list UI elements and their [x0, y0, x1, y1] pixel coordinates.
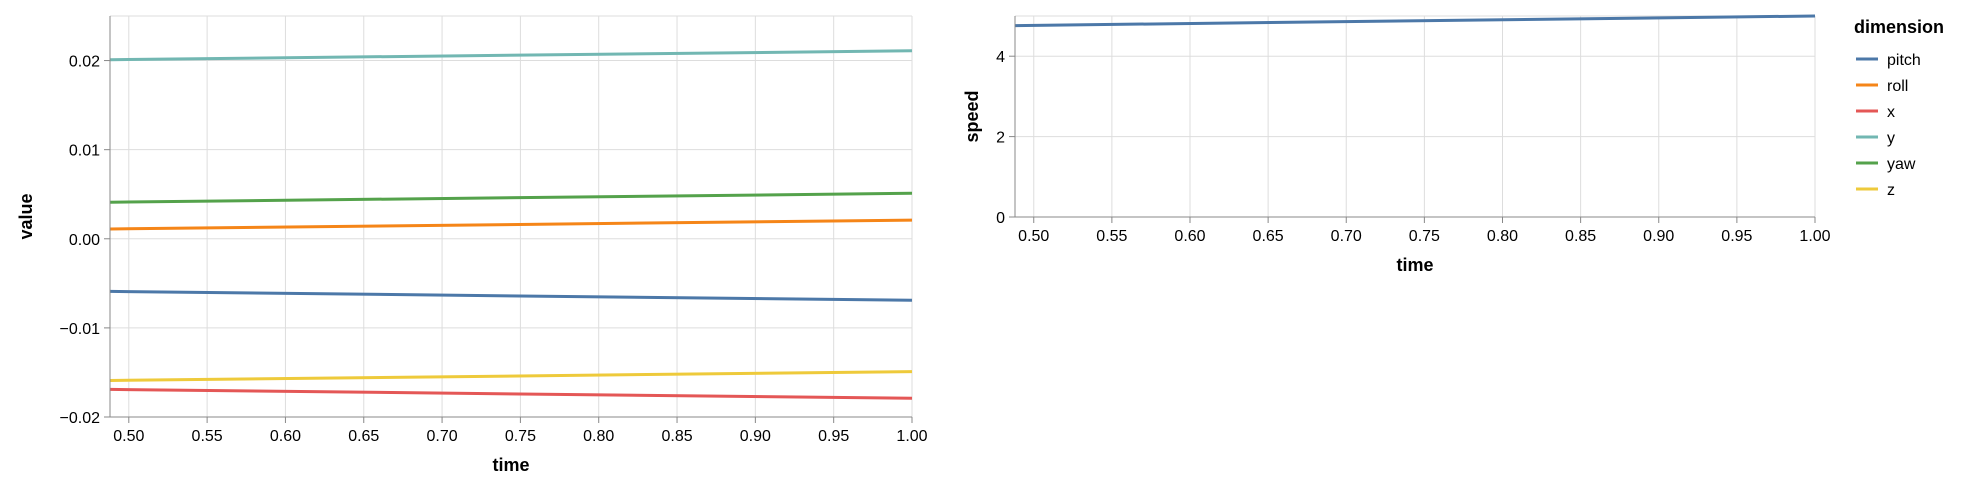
speed-x-tick-label: 0.55: [1096, 228, 1127, 245]
value-series-z: [109, 370, 913, 382]
legend-item-x: x: [1856, 104, 1895, 121]
value-grid: [110, 15, 913, 418]
value-y-tick-label: 0.01: [69, 143, 100, 160]
speed-x-tick-label: 0.90: [1643, 228, 1674, 245]
legend-label: yaw: [1887, 156, 1916, 173]
speed-chart: 0.50 0.55 0.60 0.65 0.70 0.75 0.80 0.85 0.90 0.95…: [962, 14, 1831, 275]
value-y-tick-label: 0.02: [69, 54, 100, 71]
speed-x-tick-label: 0.50: [1018, 228, 1049, 245]
legend-item-y: y: [1856, 130, 1895, 147]
speed-series: [1014, 14, 1816, 28]
legend-label: z: [1887, 182, 1895, 199]
legend-title: dimension: [1854, 17, 1944, 37]
value-x-tick-label: 0.80: [583, 428, 614, 445]
speed-x-tick-label: 0.75: [1409, 228, 1440, 245]
speed-y-tick-label: 0: [996, 210, 1005, 227]
speed-axes: 0.50 0.55 0.60 0.65 0.70 0.75 0.80 0.85 0.90 0.95…: [962, 16, 1831, 275]
value-x-tick-label: 1.00: [896, 428, 927, 445]
value-x-tick-label: 0.60: [270, 428, 301, 445]
value-x-tick-label: 0.85: [661, 428, 692, 445]
value-series-yaw: [109, 191, 913, 204]
speed-grid: [1015, 15, 1816, 218]
value-series: [109, 49, 913, 400]
speed-y-tick-label: 2: [996, 130, 1005, 147]
value-y-tick-label: −0.01: [60, 321, 101, 338]
value-x-tick-label: 0.90: [740, 428, 771, 445]
speed-x-tick-label: 0.65: [1253, 228, 1284, 245]
value-y-tick-label: −0.02: [60, 410, 101, 427]
speed-y-axis-title: speed: [962, 90, 982, 142]
value-y-axis-title: value: [16, 193, 36, 239]
legend-items: pitch roll xy yaw z: [1856, 52, 1921, 199]
value-series-pitch: [109, 289, 913, 302]
legend-label: roll: [1887, 78, 1908, 95]
speed-x-tick-label: 0.95: [1721, 228, 1752, 245]
legend-item-z: z: [1856, 182, 1895, 199]
speed-x-tick-label: 0.70: [1331, 228, 1362, 245]
value-x-tick-label: 0.70: [427, 428, 458, 445]
speed-y-tick-label: 4: [996, 49, 1005, 66]
value-y-tick-label: 0.00: [69, 232, 100, 249]
value-series-roll: [109, 218, 913, 231]
value-series-y: [109, 49, 913, 62]
legend-item-pitch: pitch: [1856, 52, 1921, 69]
speed-x-tick-label: 0.85: [1565, 228, 1596, 245]
speed-x-axis-title: time: [1396, 255, 1433, 275]
value-x-tick-label: 0.65: [348, 428, 379, 445]
speed-series-pitch: [1014, 14, 1816, 28]
value-x-tick-label: 0.50: [113, 428, 144, 445]
legend-label: pitch: [1887, 52, 1921, 69]
value-chart: 0.50 0.55 0.60 0.65 0.70 0.75 0.80 0.85 0.90 0.95…: [16, 15, 928, 475]
legend-label: y: [1887, 130, 1895, 147]
legend-item-roll: roll: [1856, 78, 1908, 95]
legend: dimension pitch roll xy yaw z: [1854, 17, 1944, 199]
speed-x-tick-label: 0.80: [1487, 228, 1518, 245]
value-x-tick-label: 0.75: [505, 428, 536, 445]
speed-x-tick-label: 1.00: [1799, 228, 1830, 245]
value-x-axis-title: time: [492, 455, 529, 475]
legend-label: x: [1887, 104, 1895, 121]
legend-item-yaw: yaw: [1856, 156, 1916, 173]
speed-x-tick-label: 0.60: [1174, 228, 1205, 245]
value-axes: 0.50 0.55 0.60 0.65 0.70 0.75 0.80 0.85 0.90 0.95…: [16, 16, 928, 475]
value-series-x: [109, 387, 913, 400]
value-x-tick-label: 0.55: [192, 428, 223, 445]
value-x-tick-label: 0.95: [818, 428, 849, 445]
